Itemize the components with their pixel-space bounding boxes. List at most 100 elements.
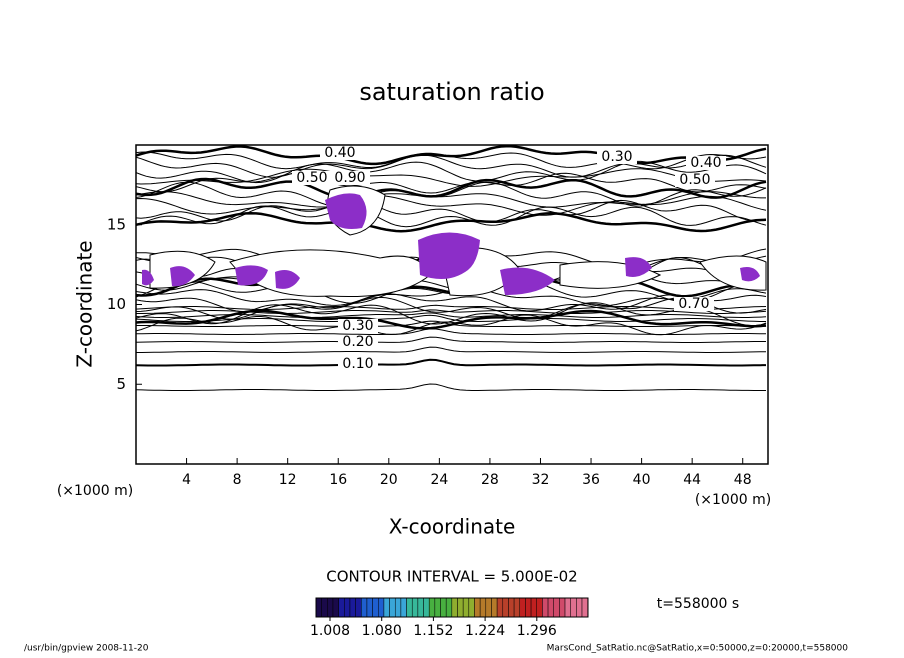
contour-label-bg bbox=[338, 357, 378, 371]
contour-label: 0.40 bbox=[324, 145, 355, 161]
colorbar-box bbox=[502, 597, 509, 618]
colorbar-box bbox=[383, 597, 390, 618]
contour-line bbox=[136, 346, 767, 353]
contour-line bbox=[136, 314, 767, 336]
contour-label-bg bbox=[330, 171, 370, 185]
colorbar-box bbox=[570, 597, 577, 618]
colorbar-box bbox=[581, 597, 588, 618]
colorbar-frame bbox=[315, 597, 589, 618]
x-tick-label: 8 bbox=[233, 472, 242, 488]
supersaturated-region bbox=[740, 267, 760, 282]
colorbar-box bbox=[434, 597, 441, 618]
colorbar-box bbox=[344, 597, 351, 618]
chart-title: saturation ratio bbox=[359, 78, 544, 106]
x-tick-label: 36 bbox=[582, 472, 600, 488]
contour-label-bg bbox=[597, 150, 637, 164]
colorbar-box bbox=[485, 597, 492, 618]
colorbar-box bbox=[440, 597, 447, 618]
colorbar-label: 1.008 bbox=[310, 623, 350, 639]
contour-label: 0.30 bbox=[601, 149, 632, 165]
colorbar-box bbox=[508, 597, 515, 618]
colorbar-box bbox=[457, 597, 464, 618]
colorbar-box bbox=[559, 597, 566, 618]
colorbar-box bbox=[428, 597, 436, 618]
colorbar-box bbox=[479, 597, 487, 618]
contour-line bbox=[136, 211, 767, 233]
colorbar-box bbox=[372, 597, 379, 618]
contour-line bbox=[136, 309, 767, 330]
supersaturated-region bbox=[275, 270, 300, 289]
colorbar-box bbox=[400, 597, 407, 618]
colorbar-box bbox=[530, 597, 537, 618]
colorbar-box bbox=[411, 597, 419, 618]
contour-line bbox=[136, 151, 767, 170]
contour-label-bg bbox=[320, 146, 360, 160]
y-tick-label: 5 bbox=[116, 375, 126, 393]
contour-line bbox=[136, 199, 767, 223]
colorbar-box bbox=[553, 597, 560, 618]
x-tick-label: 44 bbox=[683, 472, 701, 488]
contour-line bbox=[136, 195, 767, 216]
contour-line bbox=[136, 181, 767, 207]
contour-label-bg bbox=[338, 335, 378, 349]
contour-label-bg bbox=[674, 297, 714, 311]
contour-label: 0.50 bbox=[296, 170, 327, 186]
contour-line bbox=[136, 296, 767, 320]
colorbar-box bbox=[547, 597, 554, 618]
contour-interval: CONTOUR INTERVAL = 5.000E-02 bbox=[326, 568, 577, 586]
contour-label: 0.90 bbox=[334, 170, 365, 186]
contour-label-bg bbox=[675, 173, 715, 187]
colorbar-box bbox=[355, 597, 362, 618]
x-tick-label: 40 bbox=[633, 472, 651, 488]
contour-line bbox=[136, 312, 767, 318]
colorbar-box bbox=[468, 597, 475, 618]
x-tick-label: 12 bbox=[279, 472, 297, 488]
colorbar-box bbox=[366, 597, 373, 618]
colorbar: 1.008 1.080 1.152 1.224 1.296 bbox=[310, 597, 589, 639]
cloud-region bbox=[699, 255, 767, 291]
contour-label: 0.20 bbox=[342, 334, 373, 350]
contour-line bbox=[136, 172, 767, 194]
supersaturated-region bbox=[625, 257, 652, 277]
contour-line bbox=[136, 168, 767, 187]
colorbar-box bbox=[474, 597, 481, 618]
colorbar-box bbox=[321, 597, 328, 618]
contour-line bbox=[136, 383, 766, 391]
contour-line bbox=[136, 154, 767, 178]
colorbar-box bbox=[315, 597, 322, 618]
colorbar-box bbox=[423, 597, 430, 618]
colorbar-label: 1.152 bbox=[413, 623, 453, 639]
colorbar-label: 1.296 bbox=[517, 623, 557, 639]
colorbar-box bbox=[378, 597, 385, 618]
contour-label-bg bbox=[338, 319, 378, 333]
colorbar-box bbox=[564, 597, 571, 618]
contour-line bbox=[136, 358, 767, 367]
contour-label: 0.10 bbox=[342, 356, 373, 372]
colorbar-box bbox=[417, 597, 424, 618]
x-tick-label: 28 bbox=[481, 472, 499, 488]
contour-line bbox=[136, 145, 767, 166]
colorbar-box bbox=[542, 597, 549, 618]
contour-line bbox=[136, 302, 767, 327]
contour-label: 0.70 bbox=[678, 296, 709, 312]
contour-line bbox=[136, 160, 767, 184]
colorbar-box bbox=[462, 597, 470, 618]
y-tick-label: 10 bbox=[107, 295, 126, 313]
colorbar-box bbox=[445, 597, 453, 618]
y-axis-label: Z-coordinate bbox=[73, 240, 97, 367]
contour-line bbox=[136, 304, 767, 310]
colorbar-box bbox=[496, 597, 504, 618]
colorbar-box bbox=[491, 597, 498, 618]
contour-label-bg bbox=[686, 156, 726, 170]
colorbar-box bbox=[349, 597, 356, 618]
supersaturated-region bbox=[500, 267, 555, 295]
supersaturated-region bbox=[418, 232, 480, 279]
contour-line bbox=[136, 177, 767, 199]
x-tick-label: 48 bbox=[734, 472, 752, 488]
colorbar-box bbox=[389, 597, 396, 618]
x-tick-label: 32 bbox=[532, 472, 550, 488]
colorbar-box bbox=[513, 597, 521, 618]
footer-right: MarsCond_SatRatio.nc@SatRatio,x=0:50000,… bbox=[547, 644, 849, 654]
x-tick-label: 16 bbox=[329, 472, 347, 488]
